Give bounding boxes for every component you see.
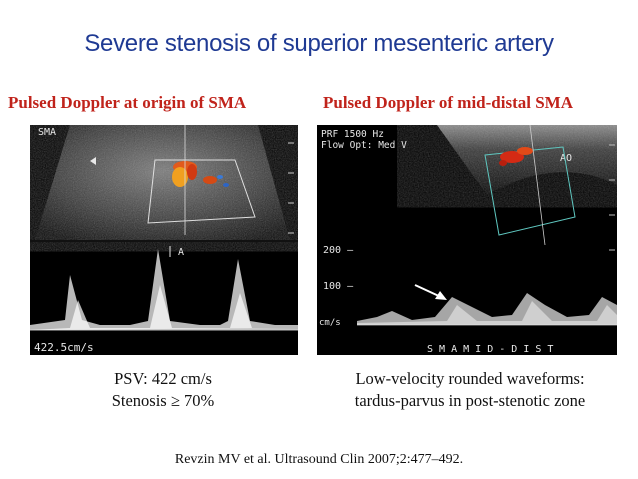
arrow-icon [414, 284, 447, 300]
flow-opt-label: Flow Opt: Med V [321, 140, 407, 151]
tick-200-label: 200 – [323, 245, 354, 256]
prf-label: PRF 1500 Hz [321, 129, 384, 140]
unit-label: cm/s [319, 318, 341, 328]
slide-title: Severe stenosis of superior mesenteric a… [84, 30, 554, 57]
left-heading: Pulsed Doppler at origin of SMA [8, 93, 247, 112]
scan-label: S M A M I D - D I S T [427, 344, 553, 355]
waveform-description: Low-velocity rounded waveforms: [355, 369, 585, 388]
right-caption: Low-velocity rounded waveforms: tardus-p… [320, 368, 620, 412]
velocity-readout: 422.5cm/s [34, 341, 94, 354]
marker-a-label: A [178, 247, 184, 258]
left-ultrasound-image: SMA A 422.5cm/s [30, 125, 298, 355]
sma-image-label: SMA [38, 127, 56, 138]
tardus-parvus-text: tardus-parvus in post-stenotic zone [354, 391, 586, 410]
psv-text: PSV: 422 cm/s [114, 369, 212, 388]
right-heading: Pulsed Doppler of mid-distal SMA [323, 93, 573, 112]
citation: Revzin MV et al. Ultrasound Clin 2007;2:… [174, 452, 464, 467]
doppler-waveform [357, 293, 617, 325]
right-ultrasound-image: PRF 1500 Hz Flow Opt: Med V AO 200 – 100… [317, 125, 617, 355]
left-caption: PSV: 422 cm/s Stenosis ≥ 70% [88, 368, 238, 412]
stenosis-text: Stenosis ≥ 70% [111, 391, 215, 410]
tick-100-label: 100 – [323, 281, 354, 292]
doppler-waveform [30, 249, 298, 330]
color-flow-blob [499, 147, 533, 166]
ao-label: AO [560, 153, 572, 164]
